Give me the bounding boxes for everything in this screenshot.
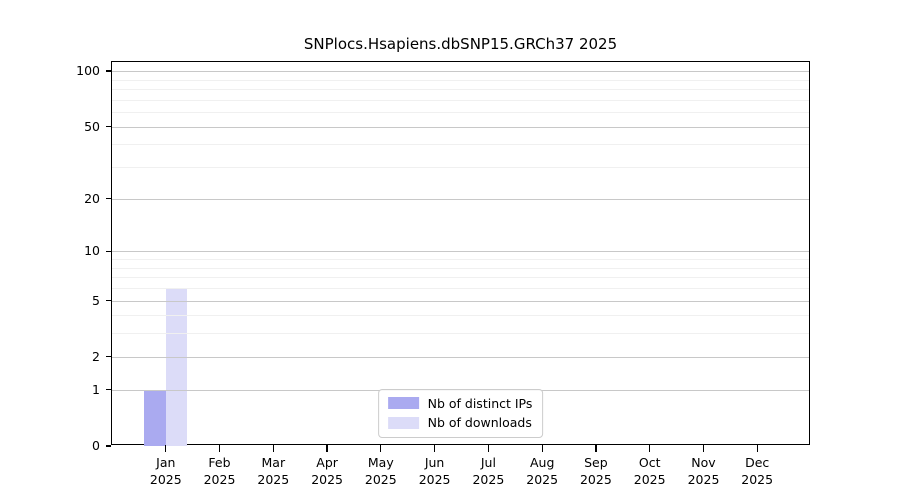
x-tick-label-apr-2025: Apr 2025 [295, 454, 359, 489]
y-tick-50 [105, 125, 111, 128]
x-tick-label-line: Aug [529, 455, 555, 470]
y-tick-0 [105, 445, 111, 447]
legend: Nb of distinct IPs Nb of downloads [377, 388, 544, 438]
chart-title: SNPlocs.Hsapiens.dbSNP15.GRCh37 2025 [303, 35, 618, 53]
y-gridline-minor-40 [112, 144, 809, 146]
y-tick-label-20: 20 [84, 190, 100, 206]
x-tick-label-mar-2025: Mar 2025 [241, 454, 305, 489]
x-tick-aug-2025 [541, 444, 543, 452]
x-tick-label-line: 2025 [472, 472, 505, 488]
y-gridline-major-100 [112, 71, 809, 73]
y-gridline-major-10 [112, 251, 809, 253]
x-tick-label-line: 2025 [418, 472, 451, 488]
y-gridline-minor-80 [112, 89, 809, 91]
y-gridline-minor-60 [112, 112, 809, 114]
bar-nb-of-downloads-jan-2025 [165, 287, 188, 446]
x-tick-label-line: 2025 [526, 472, 559, 488]
bars-layer [112, 62, 809, 446]
y-gridline-minor-90 [112, 79, 809, 81]
x-tick-jan-2025 [165, 444, 167, 452]
x-tick-label-line: 2025 [311, 472, 343, 488]
x-tick-label-line: May [367, 455, 394, 470]
x-tick-label-line: Oct [638, 455, 661, 470]
x-tick-label-line: Jun [424, 455, 445, 470]
x-tick-label-line: Mar [261, 455, 286, 470]
axis-layer: 0 1 2 5 10 20 50 100 Jan 2025 Feb 2025 Mar 2025 Apr 202… [76, 62, 809, 487]
y-gridline-major-5 [112, 300, 809, 302]
x-tick-nov-2025 [702, 444, 705, 452]
x-tick-label-line: 2025 [364, 472, 397, 488]
x-tick-label-dec-2025: Dec 2025 [725, 454, 789, 489]
legend-swatch-downloads [387, 417, 419, 430]
legend-label-distinct-ips: Nb of distinct IPs [427, 395, 533, 411]
y-tick-label-1: 1 [92, 381, 100, 397]
x-tick-oct-2025 [649, 444, 651, 452]
x-tick-label-line: 2025 [203, 472, 236, 488]
legend-label-downloads: Nb of downloads [427, 415, 532, 431]
y-tick-label-0: 0 [92, 437, 100, 453]
x-tick-label-aug-2025: Aug 2025 [510, 454, 574, 489]
x-tick-label-line: Nov [691, 455, 716, 470]
y-tick-1 [105, 389, 111, 391]
y-tick-5 [105, 299, 111, 302]
x-tick-label-jan-2025: Jan 2025 [134, 454, 198, 489]
x-tick-label-line: 2025 [257, 472, 290, 488]
y-tick-10 [105, 250, 111, 252]
y-tick-100 [105, 70, 111, 72]
y-tick-label-2: 2 [92, 348, 100, 364]
y-gridline-minor-70 [112, 99, 809, 101]
x-tick-mar-2025 [272, 444, 274, 452]
y-gridline-major-2 [112, 356, 809, 358]
x-tick-label-line: Dec [745, 455, 770, 470]
x-tick-label-line: Apr [316, 455, 338, 470]
plot-area: 0 1 2 5 10 20 50 100 Jan 2025 Feb 2025 Mar 2025 Apr 202… [76, 61, 810, 487]
x-tick-label-feb-2025: Feb 2025 [188, 454, 252, 489]
x-tick-label-line: 2025 [741, 472, 774, 488]
x-tick-label-line: Feb [208, 455, 231, 470]
y-tick-label-10: 10 [84, 242, 100, 258]
y-gridline-minor-6 [112, 287, 809, 289]
x-tick-label-jul-2025: Jul 2025 [456, 454, 520, 489]
x-tick-label-sep-2025: Sep 2025 [564, 454, 628, 489]
y-tick-label-50: 50 [84, 118, 100, 134]
x-tick-label-line: 2025 [633, 472, 666, 488]
y-gridline-minor-7 [112, 277, 809, 279]
y-tick-label-5: 5 [92, 292, 100, 308]
x-tick-apr-2025 [326, 444, 328, 452]
x-tick-label-line: Jan [156, 455, 176, 470]
y-gridline-major-20 [112, 198, 809, 200]
x-tick-label-line: 2025 [687, 472, 720, 488]
legend-item-distinct-ips: Nb of distinct IPs [387, 395, 533, 411]
x-tick-feb-2025 [218, 444, 221, 452]
x-tick-label-may-2025: May 2025 [349, 454, 413, 489]
x-tick-label-oct-2025: Oct 2025 [618, 454, 682, 489]
y-gridline-minor-8 [112, 267, 809, 269]
x-tick-label-line: 2025 [149, 472, 182, 488]
y-tick-label-100: 100 [76, 62, 100, 78]
x-tick-sep-2025 [595, 444, 597, 452]
x-tick-label-jun-2025: Jun 2025 [403, 454, 467, 489]
x-tick-label-line: Sep [584, 455, 608, 470]
y-gridline-minor-9 [112, 259, 809, 260]
legend-swatch-distinct-ips [387, 397, 419, 410]
y-gridline-minor-3 [112, 333, 809, 335]
y-tick-20 [105, 198, 111, 200]
x-tick-jun-2025 [433, 444, 436, 452]
x-tick-label-nov-2025: Nov 2025 [672, 454, 736, 489]
x-tick-label-line: Jul [480, 455, 496, 470]
bar-nb-of-distinct-ips-jan-2025 [144, 389, 166, 446]
y-gridline-major-50 [112, 126, 809, 128]
y-tick-2 [105, 356, 111, 358]
x-tick-may-2025 [380, 444, 382, 452]
legend-item-downloads: Nb of downloads [387, 415, 533, 431]
y-gridline-minor-4 [112, 315, 809, 317]
x-tick-label-line: 2025 [579, 472, 612, 488]
y-gridline-minor-30 [112, 167, 809, 169]
x-tick-dec-2025 [756, 444, 758, 452]
x-tick-jul-2025 [487, 444, 490, 452]
